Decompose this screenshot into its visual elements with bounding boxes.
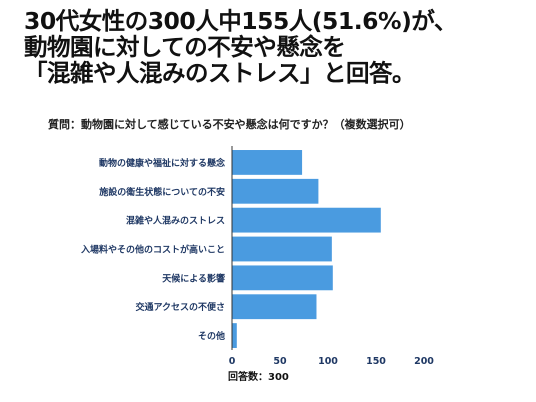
bar (232, 207, 381, 233)
x-tick-label: 0 (229, 356, 236, 367)
category-label: 入場料やその他のコストが高いこと (80, 244, 225, 256)
headline: 30代女性の300人中155人(51.6%)が、 動物園に対しての不安や懸念を … (24, 8, 524, 86)
category-label: 施設の衛生状態についての不安 (99, 186, 225, 198)
bar (232, 265, 333, 291)
category-label: 混雑や人混みのストレス (126, 215, 225, 227)
bar (232, 294, 317, 320)
bar (232, 323, 237, 348)
bar (232, 150, 303, 175)
headline-line-3: 「混雑や人混みのストレス」と回答。 (24, 59, 416, 87)
bar (232, 178, 319, 204)
x-tick-label: 50 (273, 356, 287, 367)
category-label: 天候による影響 (162, 272, 225, 284)
category-label: 動物の健康や福祉に対する懸念 (99, 157, 225, 169)
x-tick-label: 150 (366, 356, 386, 367)
survey-question: 質問：動物園に対して感じている不安や懸念は何ですか？（複数選択可） (48, 118, 411, 131)
x-tick-label: 100 (318, 356, 338, 367)
headline-line-1: 30代女性の300人中155人(51.6%)が、 (24, 7, 457, 35)
x-tick-label: 200 (414, 356, 434, 367)
response-count: 回答数：300 (228, 372, 289, 383)
category-label: その他 (198, 330, 225, 342)
category-label: 交通アクセスの不便さ (135, 301, 225, 313)
headline-line-2: 動物園に対しての不安や懸念を (24, 33, 346, 61)
bar (232, 236, 332, 262)
